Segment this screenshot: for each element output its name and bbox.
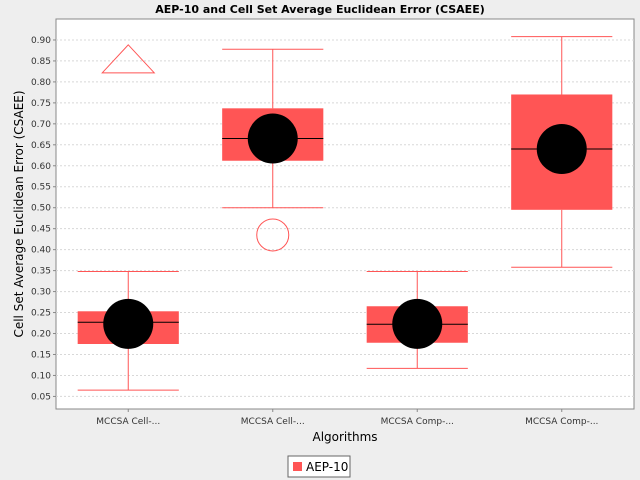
y-tick-label: 0.90 [31, 36, 51, 46]
legend-box [287, 455, 351, 478]
y-tick-label: 0.65 [31, 141, 51, 151]
x-tick-label: MCCSA Comp-... [525, 417, 598, 427]
y-tick-label: 0.70 [31, 120, 51, 130]
plot-area [55, 18, 635, 410]
y-tick-label: 0.60 [31, 162, 51, 172]
y-tick-label: 0.75 [31, 99, 51, 109]
y-tick-label: 0.50 [31, 204, 51, 214]
box-group [77, 44, 179, 391]
x-tick-label: MCCSA Cell-... [241, 417, 305, 427]
y-tick-label: 0.45 [31, 225, 51, 235]
box-group [222, 48, 324, 252]
x-tick-label: MCCSA Cell-... [96, 417, 160, 427]
y-tick-label: 0.25 [31, 309, 51, 319]
y-tick-label: 0.40 [31, 246, 51, 256]
legend-label: AEP-10 [306, 460, 348, 474]
outlier-marker [256, 218, 290, 252]
y-tick-label: 0.55 [31, 183, 51, 193]
mean-marker [536, 124, 587, 174]
box-group [511, 36, 613, 268]
y-tick-label: 0.05 [31, 392, 51, 402]
y-tick-label: 0.15 [31, 350, 51, 360]
y-tick-label: 0.30 [31, 288, 51, 298]
legend-swatch [293, 462, 302, 471]
y-tick-label: 0.35 [31, 267, 51, 277]
box-group [366, 270, 468, 369]
mean-marker [392, 298, 443, 349]
boxes [77, 36, 613, 391]
y-tick-label: 0.10 [31, 371, 51, 381]
y-axis-label: Cell Set Average Euclidean Error (CSAEE) [12, 90, 26, 337]
y-tick-label: 0.20 [31, 330, 51, 340]
mean-marker [103, 298, 154, 349]
mean-marker [247, 113, 298, 164]
legend: AEP-10 [287, 455, 351, 478]
chart-title: AEP-10 and Cell Set Average Euclidean Er… [155, 3, 485, 16]
far-outlier-marker [101, 44, 156, 74]
y-tick-label: 0.85 [31, 57, 51, 67]
y-tick-label: 0.80 [31, 78, 51, 88]
x-axis-ticks: MCCSA Cell-... MCCSA Cell-... MCCSA Comp-.… [96, 409, 598, 427]
y-axis-ticks: 0.05 0.10 0.15 0.20 0.25 0.30 0.35 0.40 0.45 0.50… [31, 36, 56, 402]
x-axis-label: Algorithms [312, 430, 377, 444]
x-tick-label: MCCSA Comp-... [381, 417, 454, 427]
